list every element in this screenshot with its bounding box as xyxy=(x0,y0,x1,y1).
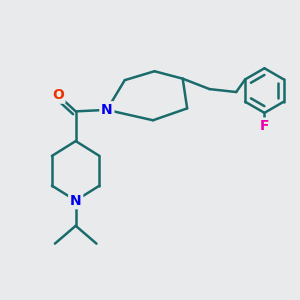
Text: F: F xyxy=(260,119,269,133)
Text: N: N xyxy=(70,194,82,208)
Text: N: N xyxy=(101,103,113,117)
Text: O: O xyxy=(52,88,64,102)
